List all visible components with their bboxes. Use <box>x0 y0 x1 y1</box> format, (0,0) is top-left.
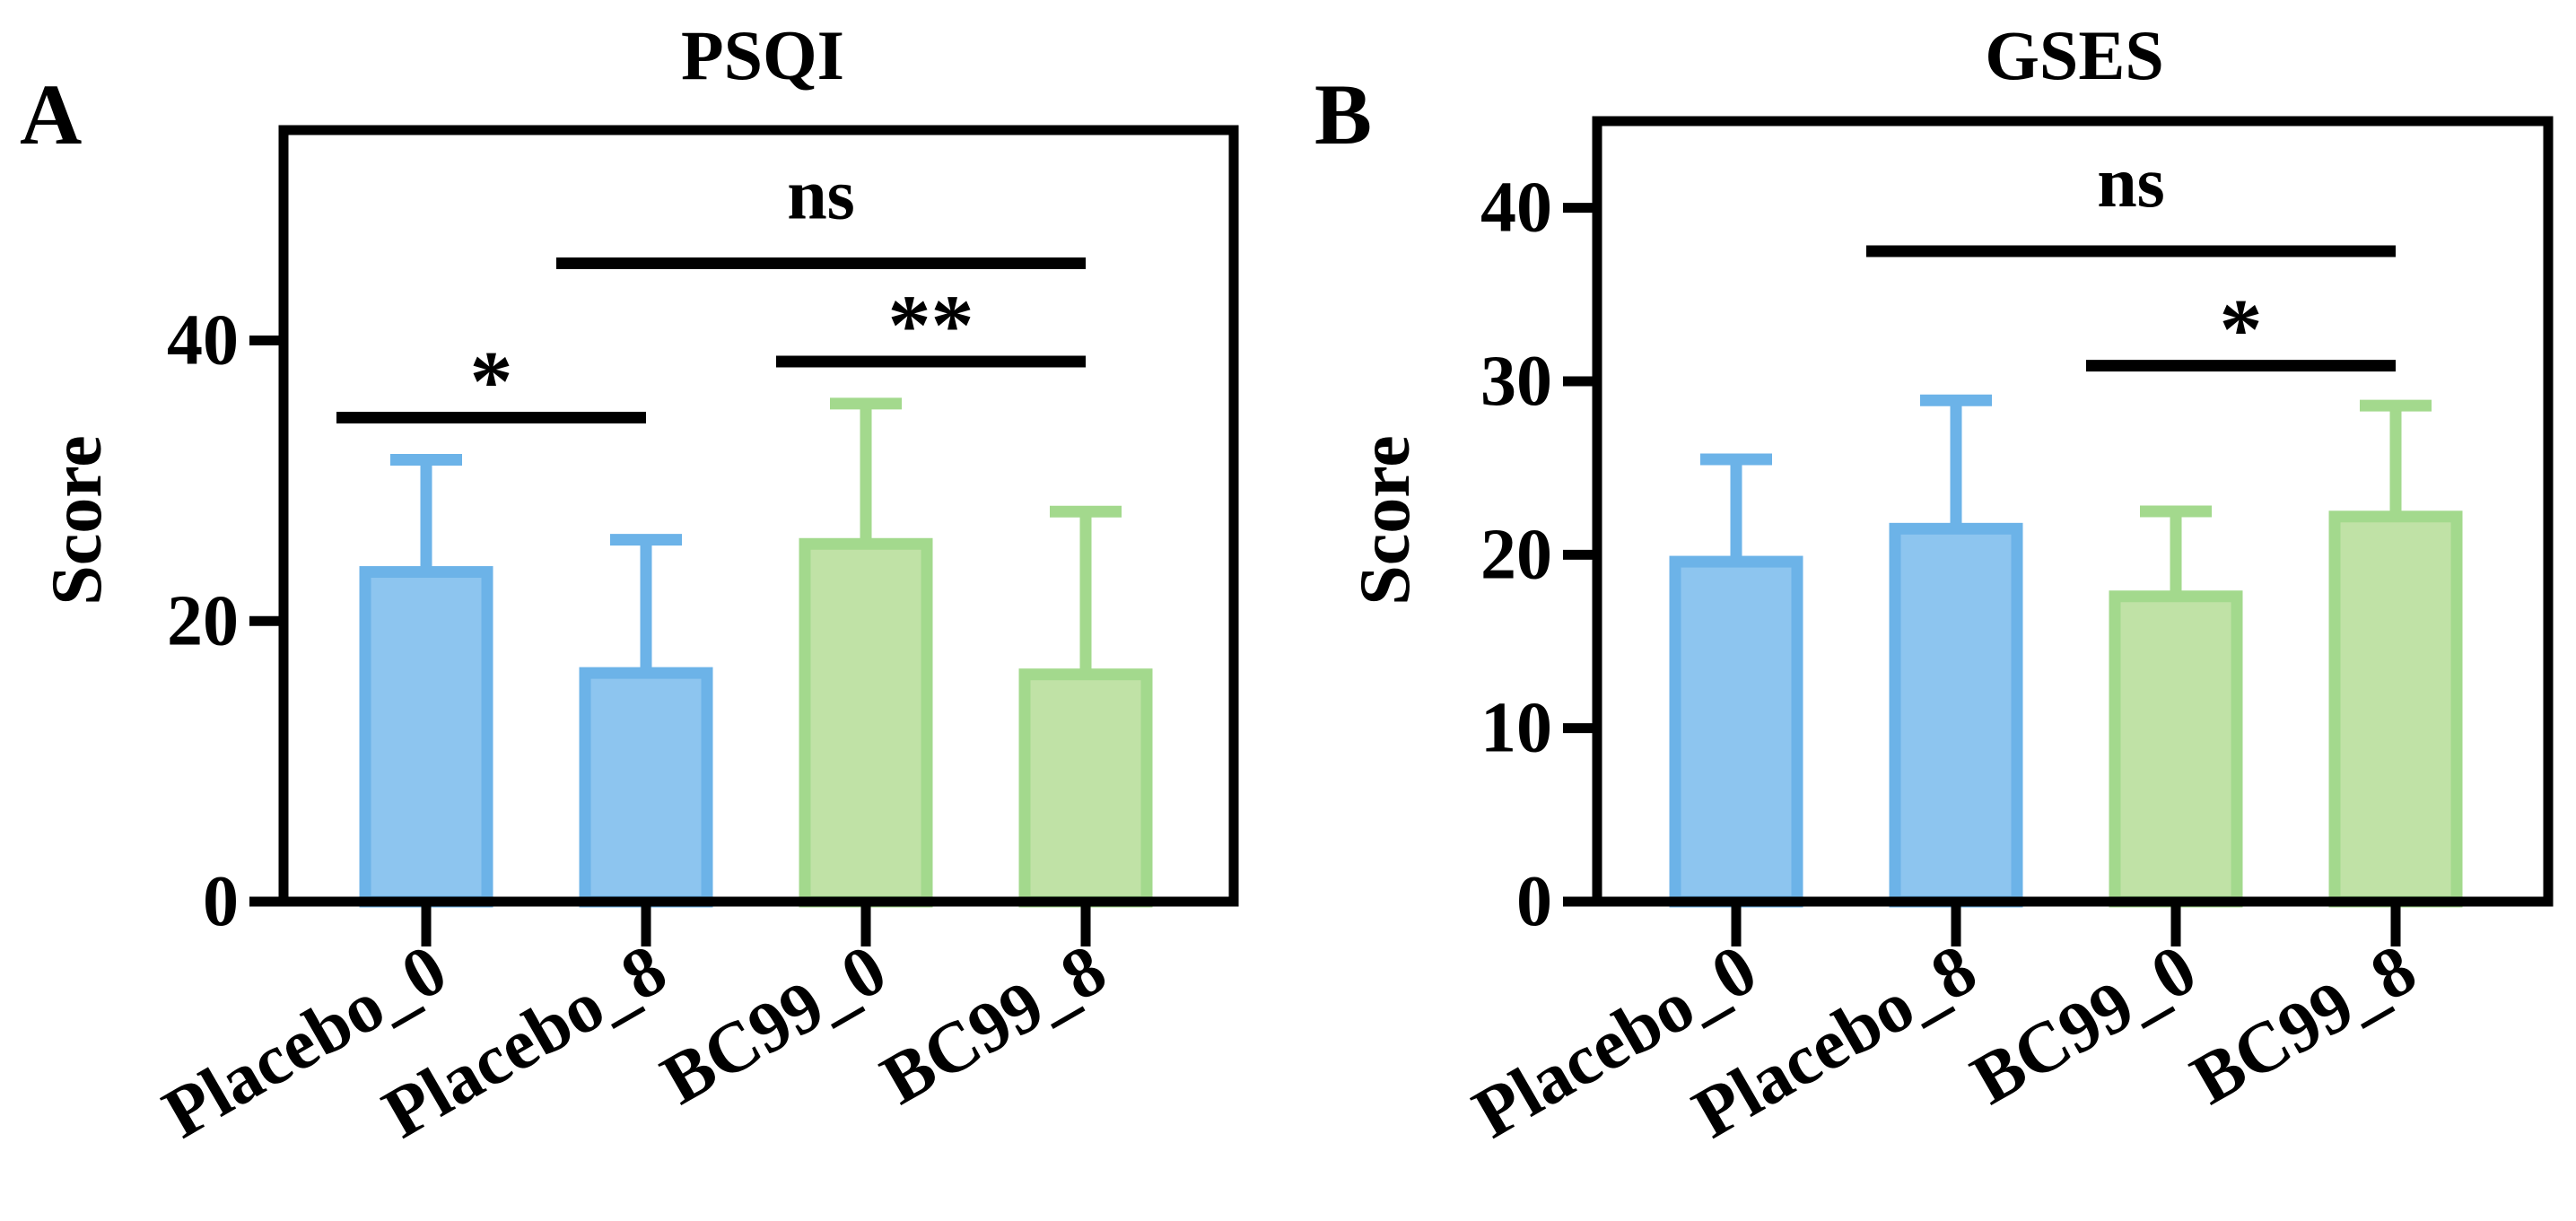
y-tick-label: 40 <box>1480 169 1552 248</box>
y-axis-label: Score <box>38 435 117 606</box>
significance-label: * <box>470 334 513 430</box>
x-tick-label: BC99_8 <box>2179 929 2429 1120</box>
significance-label: ns <box>787 156 855 235</box>
bar <box>799 537 933 908</box>
chart-title: GSES <box>1985 16 2163 94</box>
significance-label: * <box>2220 282 2263 378</box>
significance-label: ns <box>2097 144 2165 222</box>
y-tick-label: 40 <box>167 301 239 380</box>
plot-frame <box>278 125 1239 907</box>
y-tick-label: 0 <box>1516 862 1552 941</box>
x-tick-label: BC99_0 <box>649 929 899 1120</box>
plot-frame <box>1592 116 2554 907</box>
x-tick-label: BC99_0 <box>1959 929 2209 1120</box>
panel-a: A PSQI Score 02040Placebo_0Placebo_8BC99… <box>20 16 1239 1154</box>
panel-b: B GSES Score 010203040Placebo_0Placebo_8… <box>1314 16 2554 1154</box>
bar <box>1018 668 1153 908</box>
bar <box>359 566 493 908</box>
x-tick-label: BC99_8 <box>869 929 1119 1120</box>
y-tick-label: 30 <box>1480 342 1552 421</box>
bar <box>1889 522 2023 908</box>
y-tick-label: 20 <box>1480 515 1552 594</box>
y-tick-label: 0 <box>203 862 239 941</box>
bar <box>579 667 713 908</box>
significance-label: ** <box>888 277 974 373</box>
bar <box>2328 510 2463 908</box>
bar <box>2109 590 2243 908</box>
chart-title: PSQI <box>681 16 844 94</box>
y-tick-label: 20 <box>167 581 239 660</box>
y-tick-label: 10 <box>1480 689 1552 768</box>
panel-label: B <box>1314 66 1372 162</box>
y-axis-label: Score <box>1346 435 1425 606</box>
bar <box>1669 555 1803 908</box>
panel-label: A <box>20 66 82 162</box>
